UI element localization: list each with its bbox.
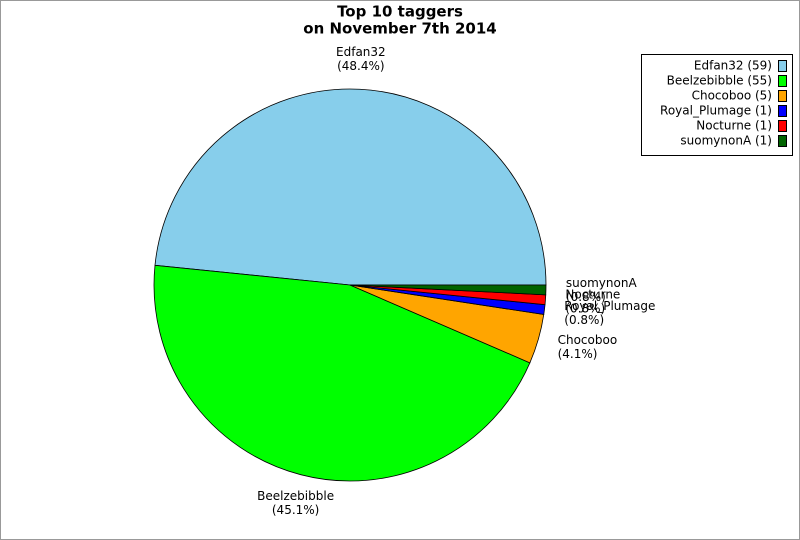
slice-label: Beelzebibble (257, 489, 334, 503)
slice-value-label: (4.1%) (558, 347, 598, 361)
legend-swatch (778, 105, 787, 117)
slice-value-label: (45.1%) (272, 503, 319, 517)
legend-swatch (778, 60, 787, 72)
legend-swatch (778, 120, 787, 132)
pie-slice (154, 88, 547, 286)
slice-value-label: (48.4%) (337, 59, 384, 73)
legend-label: Chocoboo (5) (692, 89, 772, 103)
slice-label: Nocturne (565, 288, 620, 302)
pie-slice (349, 284, 547, 296)
chart-title: Top 10 taggers (337, 3, 463, 21)
slice-value-label: (0.8%) (564, 313, 604, 327)
slice-value-label: (0.8%) (565, 302, 605, 316)
slice-value-label: (0.8%) (566, 290, 606, 304)
slice-label: Edfan32 (336, 45, 386, 59)
legend-swatch (778, 75, 787, 87)
pie-slice (153, 264, 531, 482)
legend-label: Nocturne (1) (696, 119, 772, 133)
legend-label: Edfan32 (59) (694, 59, 772, 73)
slice-label: Royal_Plumage (564, 299, 655, 313)
legend-label: Beelzebibble (55) (667, 74, 772, 88)
legend-label: suomynonA (1) (680, 134, 772, 148)
chart-subtitle: on November 7th 2014 (303, 20, 496, 38)
legend-box (641, 54, 793, 156)
legend-swatch (778, 90, 787, 102)
slice-label: Chocoboo (558, 333, 618, 347)
legend-label: Royal_Plumage (1) (660, 104, 772, 118)
slice-label: suomynonA (566, 276, 638, 290)
legend-swatch (778, 135, 787, 147)
